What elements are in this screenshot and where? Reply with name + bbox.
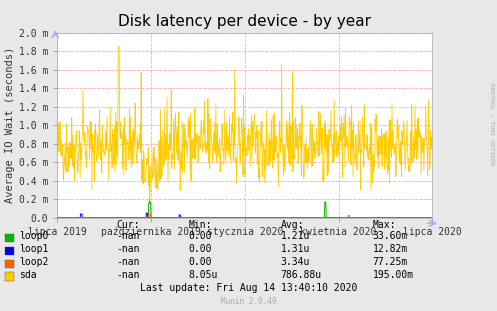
Text: -nan: -nan xyxy=(117,270,140,280)
Title: Disk latency per device - by year: Disk latency per device - by year xyxy=(118,14,371,29)
Text: loop2: loop2 xyxy=(19,257,48,267)
Text: 0.00: 0.00 xyxy=(189,231,212,241)
Text: -nan: -nan xyxy=(117,231,140,241)
Text: Max:: Max: xyxy=(373,220,396,230)
Text: 8.05u: 8.05u xyxy=(189,270,218,280)
Text: 77.25m: 77.25m xyxy=(373,257,408,267)
Text: -nan: -nan xyxy=(117,257,140,267)
Text: Avg:: Avg: xyxy=(281,220,304,230)
Text: RRDTOOL / TOBI OETIKER: RRDTOOL / TOBI OETIKER xyxy=(490,83,495,166)
Text: 195.00m: 195.00m xyxy=(373,270,414,280)
Text: 3.34u: 3.34u xyxy=(281,257,310,267)
Text: 12.82m: 12.82m xyxy=(373,244,408,254)
Text: 786.88u: 786.88u xyxy=(281,270,322,280)
Text: 1.31u: 1.31u xyxy=(281,244,310,254)
Text: loop1: loop1 xyxy=(19,244,48,254)
Text: 33.60m: 33.60m xyxy=(373,231,408,241)
Text: 0.00: 0.00 xyxy=(189,257,212,267)
Text: 0.00: 0.00 xyxy=(189,244,212,254)
Text: sda: sda xyxy=(19,270,36,280)
Text: -nan: -nan xyxy=(117,244,140,254)
Text: Munin 2.0.49: Munin 2.0.49 xyxy=(221,297,276,306)
Text: Cur:: Cur: xyxy=(117,220,140,230)
Text: 1.21u: 1.21u xyxy=(281,231,310,241)
Text: Min:: Min: xyxy=(189,220,212,230)
Y-axis label: Average IO Wait (seconds): Average IO Wait (seconds) xyxy=(4,47,14,203)
Text: Last update: Fri Aug 14 13:40:10 2020: Last update: Fri Aug 14 13:40:10 2020 xyxy=(140,283,357,293)
Text: loop0: loop0 xyxy=(19,231,48,241)
